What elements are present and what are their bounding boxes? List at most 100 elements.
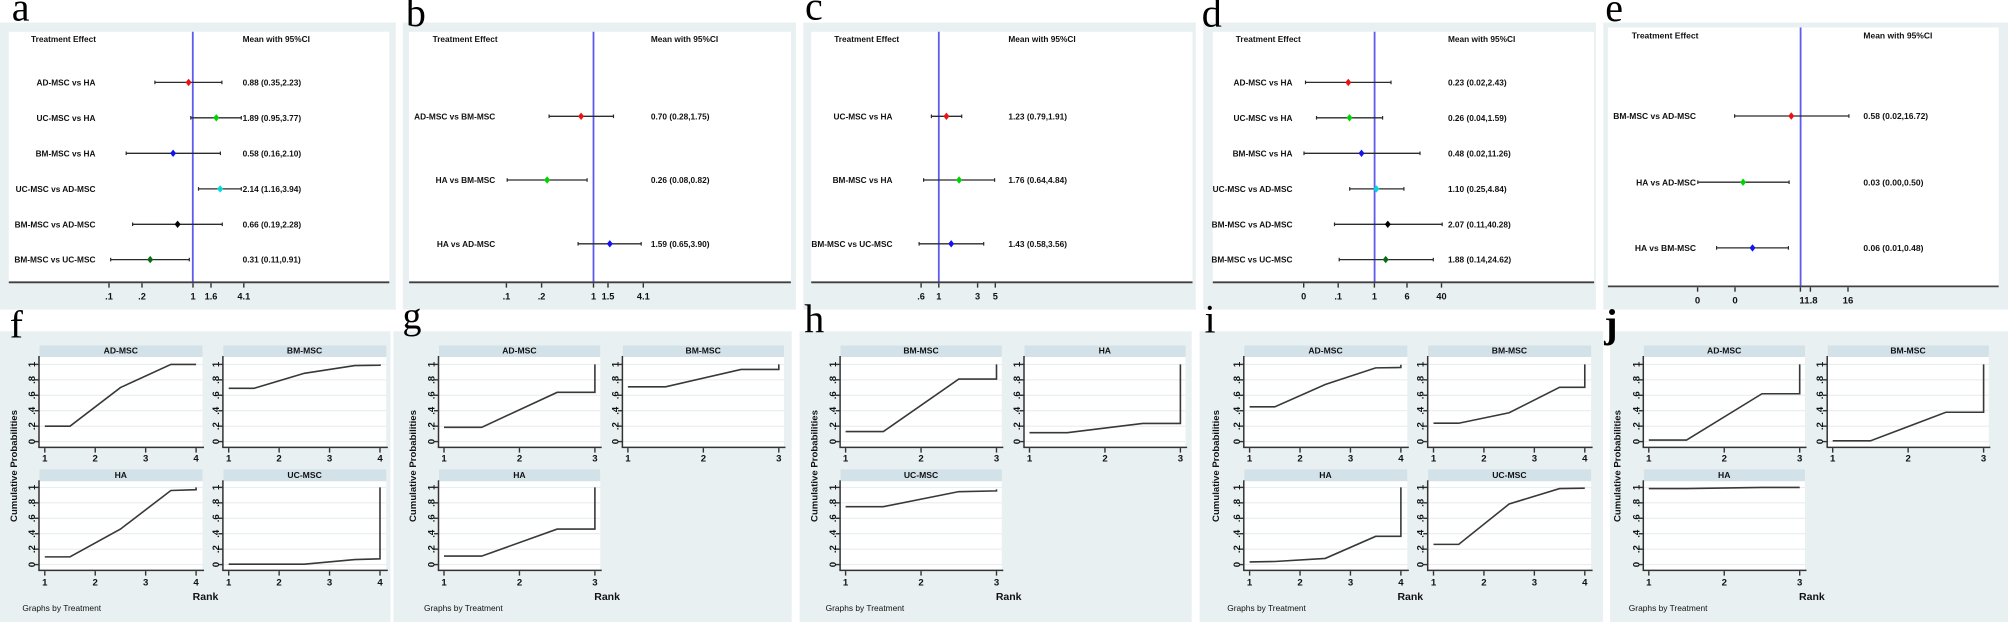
svg-text:0.66 (0.19,2.28): 0.66 (0.19,2.28)	[243, 219, 302, 229]
svg-text:Graphs by Treatment: Graphs by Treatment	[1227, 603, 1306, 613]
svg-text:2: 2	[1722, 453, 1727, 464]
svg-text:.6: .6	[828, 514, 839, 522]
svg-text:Mean with 95%CI: Mean with 95%CI	[1008, 34, 1075, 44]
svg-text:1: 1	[1431, 453, 1437, 464]
svg-text:.2: .2	[211, 422, 222, 430]
svg-text:0: 0	[1695, 295, 1700, 306]
svg-text:AD-MSC vs HA: AD-MSC vs HA	[36, 78, 95, 88]
svg-text:.4: .4	[211, 529, 222, 538]
svg-text:3: 3	[994, 577, 999, 588]
svg-text:.8: .8	[1232, 375, 1243, 384]
svg-text:BM-MSC vs HA: BM-MSC vs HA	[833, 175, 893, 185]
svg-text:UC-MSC: UC-MSC	[904, 470, 938, 480]
svg-text:.2: .2	[1416, 545, 1427, 553]
svg-text:1: 1	[42, 577, 48, 588]
svg-text:0: 0	[1815, 439, 1826, 444]
svg-text:Rank: Rank	[193, 591, 219, 603]
svg-text:.2: .2	[1631, 422, 1642, 430]
svg-text:0: 0	[828, 439, 839, 444]
svg-text:3: 3	[143, 453, 148, 464]
svg-text:0: 0	[211, 439, 222, 444]
svg-text:.4: .4	[426, 529, 437, 538]
svg-text:0.03 (0.00,0.50): 0.03 (0.00,0.50)	[1863, 177, 1923, 187]
svg-text:2: 2	[517, 453, 522, 464]
svg-text:1: 1	[1646, 577, 1652, 588]
svg-text:2: 2	[1297, 577, 1302, 588]
svg-text:1: 1	[1247, 453, 1253, 464]
svg-text:0.58 (0.16,2.10): 0.58 (0.16,2.10)	[243, 148, 302, 158]
svg-text:0: 0	[828, 562, 839, 567]
svg-text:BM-MSC vs AD-MSC: BM-MSC vs AD-MSC	[15, 219, 96, 229]
svg-text:.4: .4	[1232, 529, 1243, 538]
svg-text:3: 3	[1348, 577, 1353, 588]
svg-text:HA: HA	[513, 470, 525, 480]
svg-text:1.89 (0.95,3.77): 1.89 (0.95,3.77)	[243, 113, 302, 123]
svg-text:Graphs by Treatment: Graphs by Treatment	[1629, 603, 1708, 613]
svg-text:.2: .2	[610, 422, 621, 430]
svg-text:BM-MSC vs AD-MSC: BM-MSC vs AD-MSC	[1613, 111, 1696, 121]
svg-text:Mean with 95%CI: Mean with 95%CI	[1448, 34, 1515, 44]
svg-text:.8: .8	[828, 498, 839, 507]
svg-text:c: c	[805, 0, 823, 29]
svg-text:0: 0	[211, 562, 222, 567]
svg-text:.2: .2	[427, 545, 438, 553]
svg-text:1: 1	[936, 292, 941, 302]
svg-text:4: 4	[1582, 453, 1588, 464]
svg-text:1: 1	[828, 361, 839, 367]
svg-text:.6: .6	[427, 391, 438, 399]
svg-text:.2: .2	[828, 422, 839, 430]
svg-text:0: 0	[610, 439, 621, 444]
svg-text:.6: .6	[1416, 514, 1427, 522]
svg-text:1: 1	[1012, 361, 1023, 367]
svg-text:.1: .1	[503, 292, 511, 302]
svg-text:1: 1	[441, 577, 447, 588]
svg-text:.2: .2	[1012, 422, 1023, 430]
svg-text:.8: .8	[1416, 375, 1427, 384]
svg-text:BM-MSC vs HA: BM-MSC vs HA	[36, 148, 96, 158]
svg-text:.4: .4	[426, 406, 437, 415]
svg-text:e: e	[1605, 0, 1623, 30]
svg-text:.8: .8	[610, 375, 621, 384]
svg-text:1.43 (0.58,3.56): 1.43 (0.58,3.56)	[1008, 239, 1067, 249]
svg-text:BM-MSC: BM-MSC	[287, 346, 322, 356]
svg-text:4.1: 4.1	[237, 292, 250, 302]
svg-text:0: 0	[1416, 439, 1427, 444]
svg-text:.2: .2	[538, 292, 546, 302]
svg-text:h: h	[804, 296, 824, 341]
svg-text:2: 2	[1481, 453, 1486, 464]
svg-text:AD-MSC vs HA: AD-MSC vs HA	[1233, 78, 1292, 88]
svg-text:1: 1	[1232, 361, 1243, 367]
svg-text:.1: .1	[1334, 292, 1342, 302]
svg-text:3: 3	[327, 453, 332, 464]
svg-text:3: 3	[1981, 453, 1986, 464]
svg-text:5: 5	[993, 292, 998, 302]
svg-text:Cumulative Probabilities: Cumulative Probabilities	[1613, 410, 1624, 522]
svg-text:HA vs AD-MSC: HA vs AD-MSC	[437, 239, 495, 249]
svg-text:1: 1	[1416, 484, 1427, 490]
svg-text:3: 3	[327, 577, 332, 588]
svg-text:3: 3	[1532, 577, 1537, 588]
svg-text:.6: .6	[917, 292, 925, 302]
svg-text:Mean with 95%CI: Mean with 95%CI	[1863, 31, 1932, 41]
svg-text:1: 1	[1027, 453, 1033, 464]
svg-text:1: 1	[591, 292, 596, 302]
svg-text:AD-MSC: AD-MSC	[502, 346, 536, 356]
svg-text:.2: .2	[427, 422, 438, 430]
svg-text:3: 3	[1797, 577, 1802, 588]
svg-text:AD-MSC: AD-MSC	[1308, 346, 1342, 356]
svg-text:Cumulative Probabilities: Cumulative Probabilities	[408, 410, 419, 522]
svg-text:3: 3	[994, 453, 999, 464]
svg-text:3: 3	[1178, 453, 1183, 464]
svg-text:AD-MSC vs BM-MSC: AD-MSC vs BM-MSC	[414, 111, 495, 121]
svg-text:2: 2	[1481, 577, 1486, 588]
svg-text:4: 4	[377, 453, 383, 464]
svg-text:2: 2	[1722, 577, 1727, 588]
svg-text:1: 1	[1416, 361, 1427, 367]
svg-text:0.31 (0.11,0.91): 0.31 (0.11,0.91)	[243, 255, 301, 265]
svg-text:.4: .4	[1416, 406, 1427, 415]
svg-text:.4: .4	[27, 406, 38, 415]
svg-text:1: 1	[1372, 292, 1377, 302]
svg-text:.4: .4	[1416, 529, 1427, 538]
svg-text:.8: .8	[426, 498, 437, 507]
svg-text:0: 0	[27, 562, 38, 567]
